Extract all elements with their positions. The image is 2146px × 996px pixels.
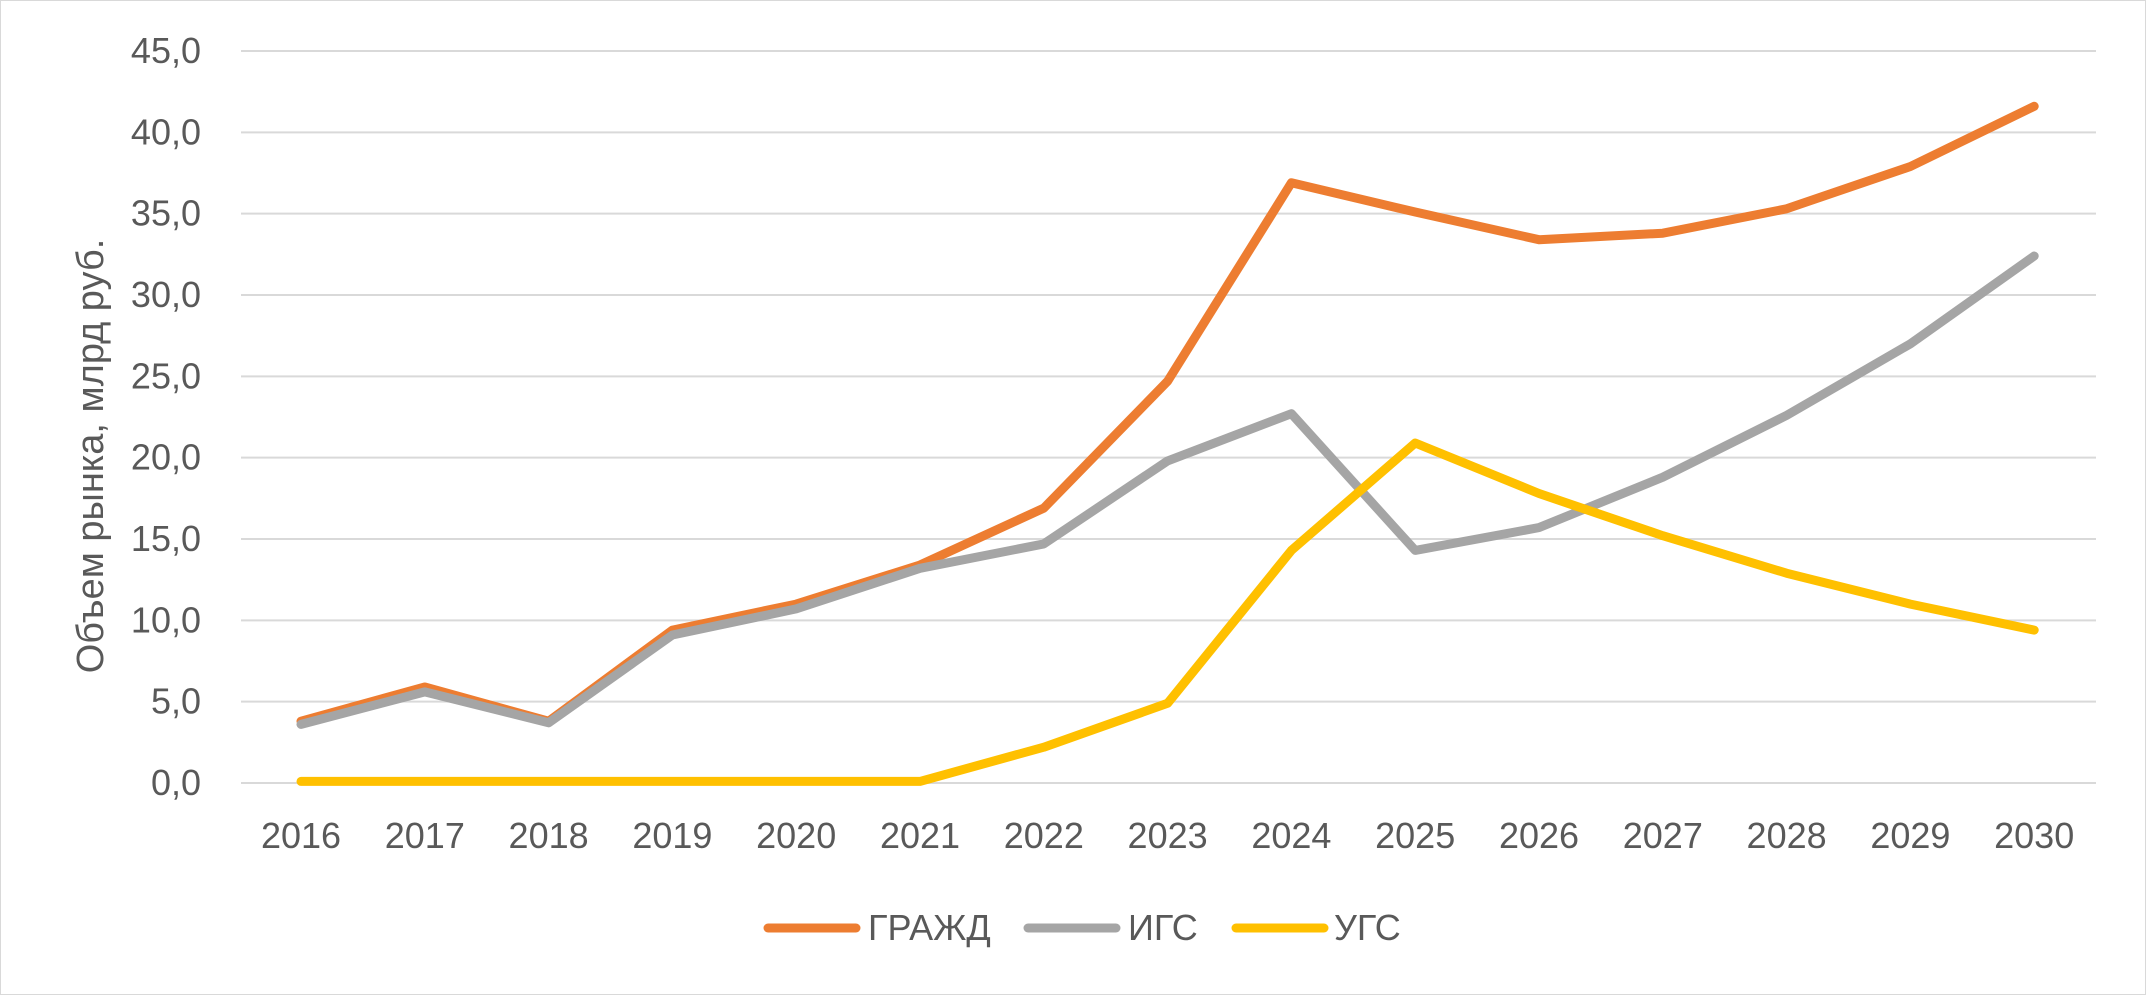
x-tick-label: 2019 — [632, 815, 712, 856]
series-lines — [296, 101, 2039, 786]
y-axis-title: Объем рынка, млрд руб. — [70, 239, 112, 674]
legend[interactable]: ГРАЖД ИГС УГС — [763, 907, 1401, 948]
x-tick-label: 2028 — [1747, 815, 1827, 856]
series-line-1 — [296, 101, 2039, 726]
x-tick-label: 2024 — [1251, 815, 1331, 856]
legend-item-1[interactable]: ГРАЖД — [763, 907, 991, 948]
y-tick-label: 20,0 — [131, 437, 201, 478]
gridlines — [241, 50, 2096, 784]
x-tick-label: 2029 — [1870, 815, 1950, 856]
y-tick-label: 40,0 — [131, 111, 201, 152]
y-tick-label: 5,0 — [151, 681, 201, 722]
x-tick-label: 2026 — [1499, 815, 1579, 856]
legend-item-3[interactable]: УГС — [1231, 907, 1401, 948]
series-line-2 — [296, 251, 2039, 729]
y-tick-label: 0,0 — [151, 762, 201, 803]
y-axis-ticks: 0,0 5,0 10,0 15,0 20,0 25,0 30,0 35,0 40,0 45,0 — [131, 30, 201, 803]
legend-item-2[interactable]: ИГС — [1023, 907, 1198, 948]
legend-label: УГС — [1334, 907, 1401, 948]
y-tick-label: 45,0 — [131, 30, 201, 71]
legend-label: ГРАЖД — [868, 907, 991, 948]
x-tick-label: 2016 — [261, 815, 341, 856]
x-tick-label: 2023 — [1128, 815, 1208, 856]
legend-label: ИГС — [1128, 907, 1198, 948]
x-tick-label: 2021 — [880, 815, 960, 856]
series-line-3 — [296, 438, 2039, 786]
x-axis-ticks: 2016 2017 2018 2019 2020 2021 2022 2023 2024 2025… — [261, 815, 2074, 856]
x-tick-label: 2030 — [1994, 815, 2074, 856]
x-tick-label: 2022 — [1004, 815, 1084, 856]
x-tick-label: 2025 — [1375, 815, 1455, 856]
y-tick-label: 25,0 — [131, 355, 201, 396]
x-tick-label: 2017 — [385, 815, 465, 856]
y-tick-label: 35,0 — [131, 193, 201, 234]
x-tick-label: 2020 — [756, 815, 836, 856]
y-tick-label: 15,0 — [131, 518, 201, 559]
x-tick-label: 2018 — [509, 815, 589, 856]
y-tick-label: 30,0 — [131, 274, 201, 315]
y-tick-label: 10,0 — [131, 599, 201, 640]
x-tick-label: 2027 — [1623, 815, 1703, 856]
